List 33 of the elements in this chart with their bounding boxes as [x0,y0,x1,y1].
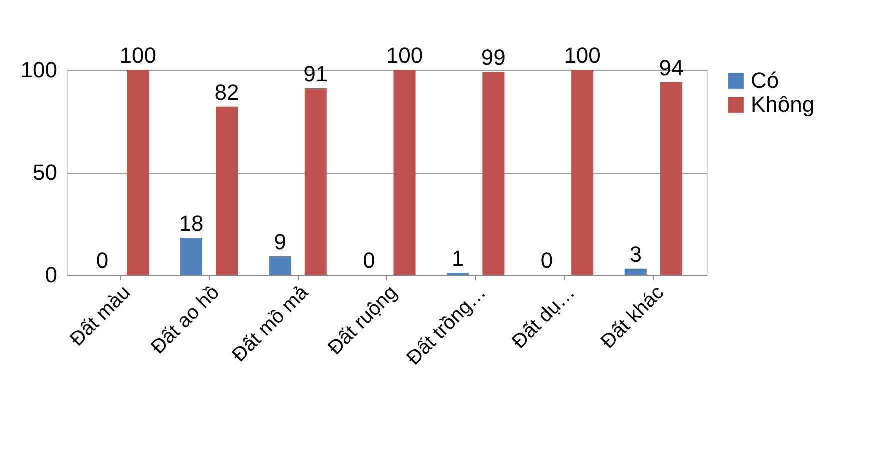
data-label: 9 [274,230,286,255]
data-label: 99 [481,45,506,70]
data-label: 100 [120,43,156,68]
data-label: 0 [363,248,376,273]
bar [127,70,150,275]
bar [624,268,647,275]
x-tick-label: Đất màu [66,282,136,351]
data-label: 1 [452,246,464,271]
x-tick-label: Đất ao hồ [147,282,224,359]
data-label: 91 [304,61,328,86]
data-label: 0 [96,248,109,273]
bar [394,70,416,275]
bar [660,82,682,275]
legend-label: Có [751,68,780,93]
y-tick-label: 50 [33,160,58,185]
bar [180,238,202,275]
data-label: 0 [540,248,554,273]
y-tick-label: 0 [45,262,58,288]
data-label: 94 [659,55,684,80]
bar [482,72,505,275]
bar [269,256,292,275]
data-label: 82 [214,80,240,105]
data-label: 3 [630,242,642,267]
bar [216,106,238,275]
data-label: 100 [564,43,601,68]
bar [304,88,327,275]
bar [572,70,594,275]
y-tick-label: 100 [20,58,58,82]
data-label: 18 [179,211,204,236]
legend-label: Không [751,92,815,117]
x-tick-label: Đất dụ… [508,282,580,354]
data-label: 100 [386,43,424,68]
x-tick-label: Đất mồ mả [228,281,314,367]
